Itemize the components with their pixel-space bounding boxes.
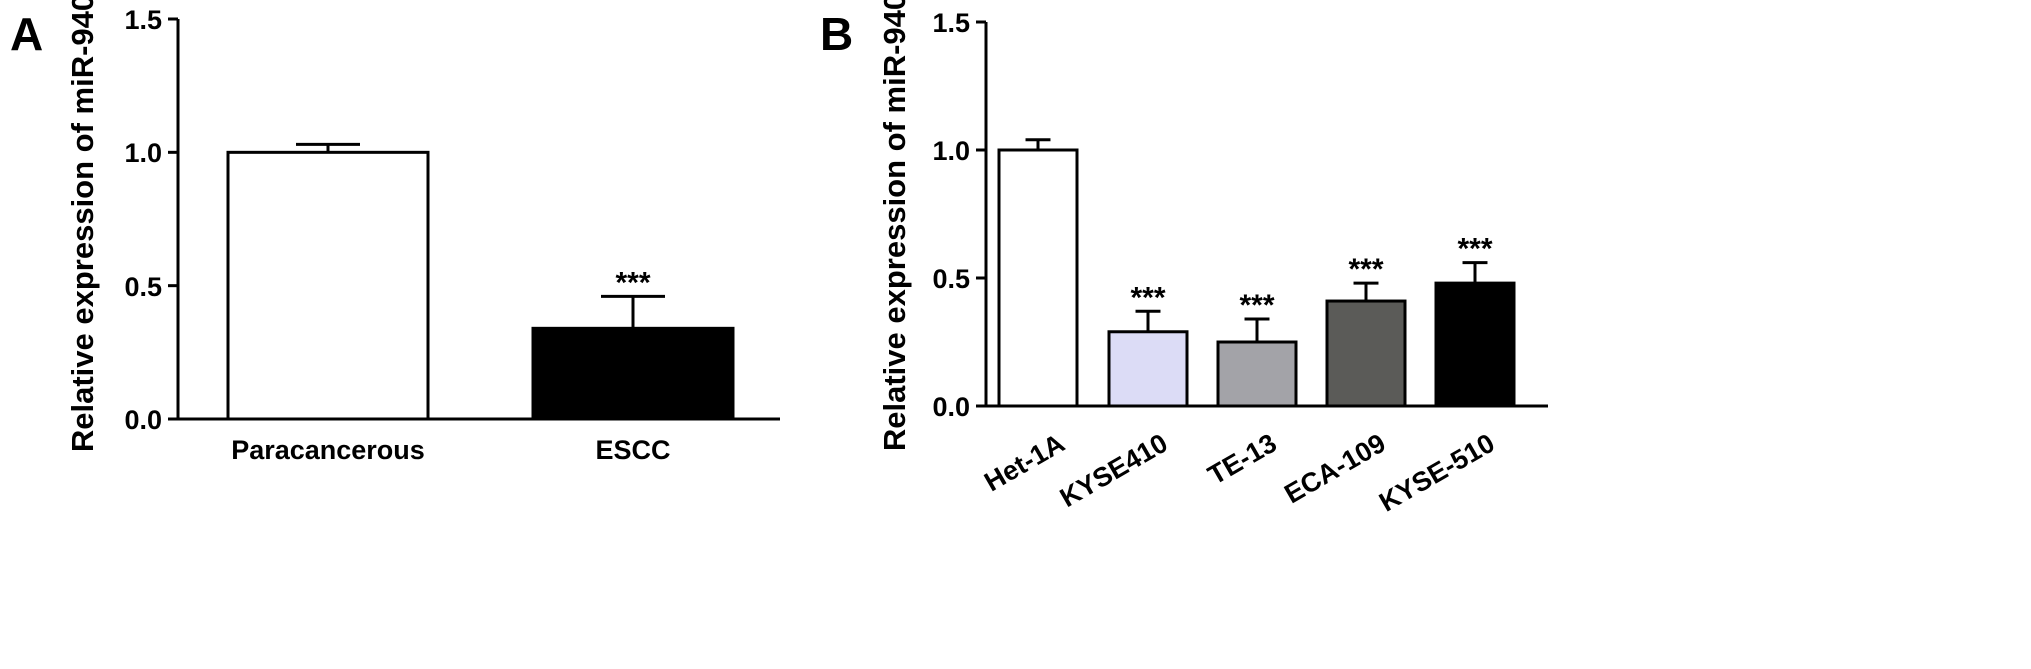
panel-b-x-tick-label: KYSE-510	[1374, 428, 1499, 518]
panel-a-significance-label: ***	[615, 266, 650, 299]
panel-b-bar-eca-109	[1325, 299, 1407, 408]
panel-b-y-tick-label: 0.0	[932, 392, 970, 422]
panel-b-y-tick-label: 0.5	[932, 264, 970, 294]
panel-b-bar-kyse410	[1107, 330, 1189, 408]
panel-b-y-axis-label: Relative expression of miR-940	[877, 0, 912, 451]
panel-b-letter: B	[820, 8, 853, 60]
panel-a-plot-area: ***	[168, 17, 780, 421]
panel-b-y-tick-label: 1.5	[932, 8, 970, 38]
panel-a-y-ticks: 1.5 1.0 0.5 0.0	[124, 5, 162, 435]
panel-a-letter: A	[10, 8, 43, 60]
panel-b-x-tick-label: TE-13	[1203, 428, 1282, 491]
panel-a-y-tick-label: 1.0	[124, 138, 162, 168]
panel-a-y-tick-label: 0.5	[124, 272, 162, 302]
panel-a-x-tick-label: Paracancerous	[231, 435, 425, 465]
panel-b-bar-kyse-510	[1434, 281, 1516, 408]
panel-b-bar-te-13	[1216, 340, 1298, 408]
panel-b-plot-area: *** *** *** ***	[976, 20, 1548, 408]
panel-b-y-ticks: 1.5 1.0 0.5 0.0	[932, 8, 970, 422]
panel-b-y-tick-label: 1.0	[932, 136, 970, 166]
panel-a-bar-escc	[531, 326, 735, 421]
panel-b-significance-label: ***	[1239, 289, 1274, 322]
panel-a-x-tick-label: ESCC	[595, 435, 670, 465]
panel-a-y-tick-label: 0.0	[124, 405, 162, 435]
panel-a: A Relative expression of miR-940 1.5 1.0…	[10, 0, 780, 465]
panel-b-bar-het-1a	[997, 148, 1079, 408]
panel-b-significance-label: ***	[1130, 281, 1165, 314]
panel-a-bar-paracancerous	[226, 150, 430, 421]
panel-a-y-axis-label: Relative expression of miR-940	[65, 0, 100, 452]
panel-b-significance-label: ***	[1348, 253, 1383, 286]
panel-b: B Relative expression of miR-940 1.5 1.0…	[820, 0, 1548, 518]
panel-b-significance-label: ***	[1457, 233, 1492, 266]
panel-b-x-tick-label: ECA-109	[1279, 428, 1390, 510]
panel-a-y-tick-label: 1.5	[124, 5, 162, 35]
panel-b-x-tick-label: KYSE410	[1055, 428, 1173, 513]
